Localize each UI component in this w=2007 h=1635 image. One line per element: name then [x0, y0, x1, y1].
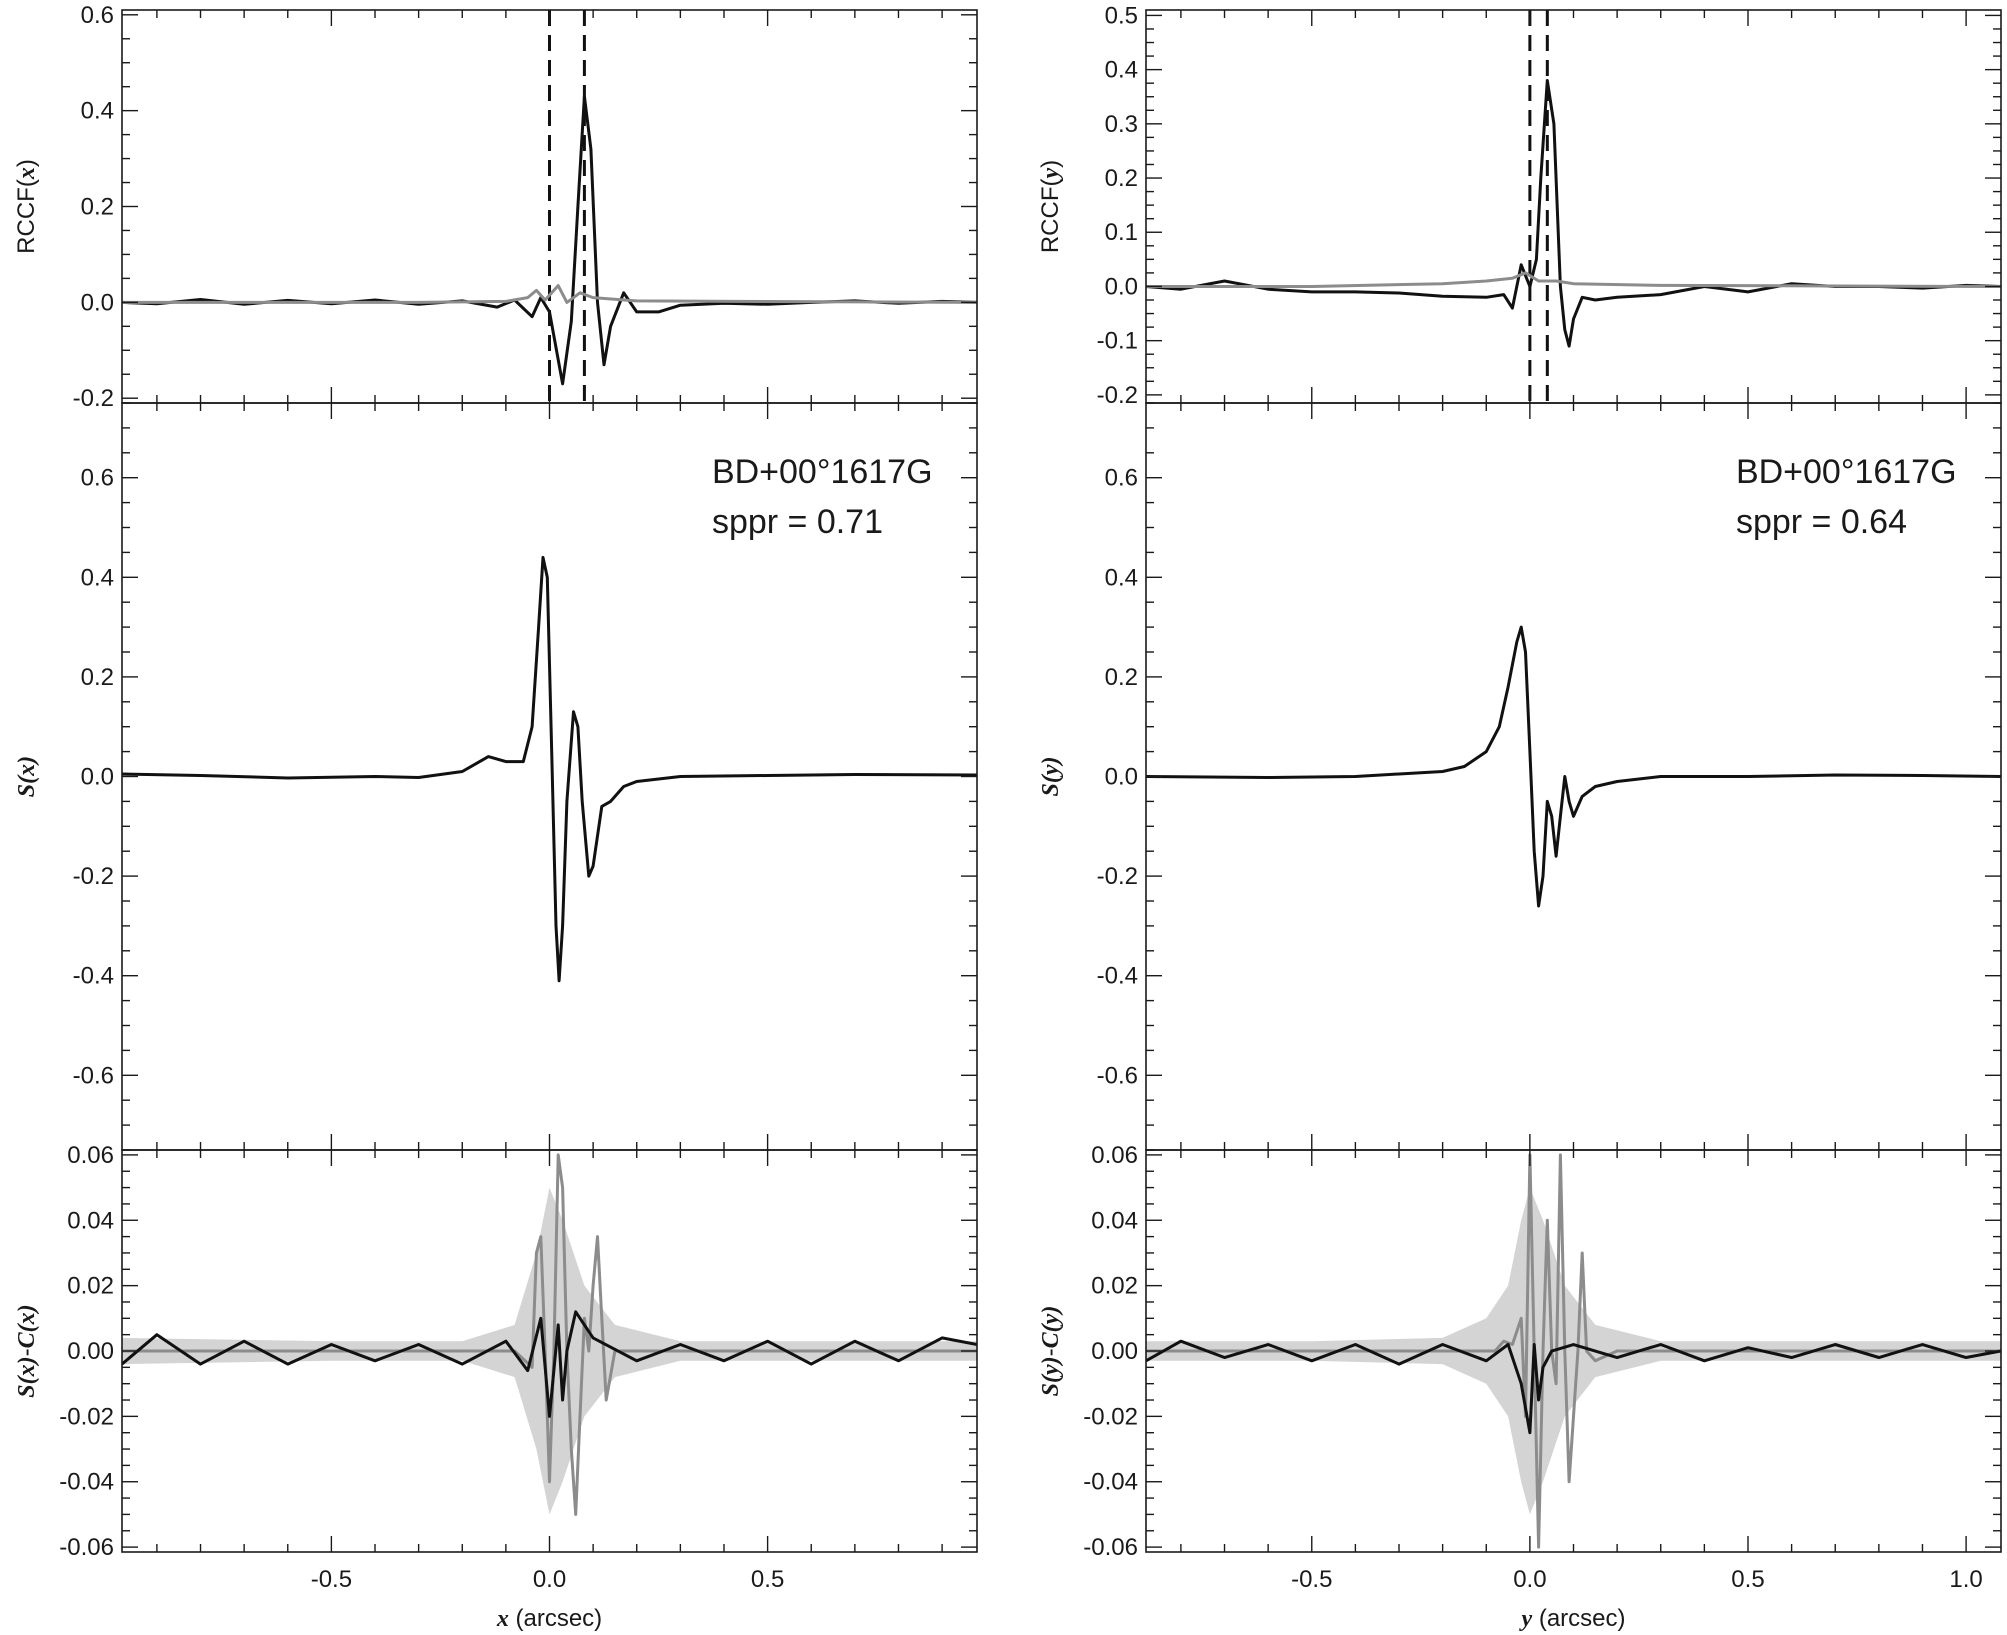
y-axis-label: S(y) [1038, 756, 1064, 796]
y-tick-label: 0.0 [1105, 273, 1138, 300]
x-axis-label: x (arcsec) [496, 1605, 602, 1632]
y-tick-label: 0.00 [1091, 1338, 1138, 1365]
series-line-1 [122, 1310, 977, 1418]
y-tick-label: 0.0 [1105, 764, 1138, 791]
series-line-0 [1146, 1153, 2001, 1549]
plot-frame [1145, 9, 2002, 404]
plot-area [1146, 1153, 2001, 1549]
y-tick-label: 0.6 [1105, 465, 1138, 492]
panel-right-mid: -0.6 -0.4 -0.2 0.0 0.2 0.4 0.6 S(y) BD+00°1617G s… [1038, 402, 2002, 1151]
panel-left-bot: -0.06 -0.04 -0.02 0.00 0.02 0.04 0.06 -0.5 0.0 0.… [13, 1142, 978, 1632]
plot-area [1146, 10, 2001, 403]
plot-area [1146, 625, 2001, 908]
plot-area [122, 1153, 977, 1516]
plot-area [122, 10, 977, 403]
y-tick-label: -0.2 [73, 863, 114, 890]
y-tick-label: 0.02 [1091, 1273, 1138, 1300]
uncertainty-band [1146, 1187, 2001, 1515]
y-tick-label: -0.2 [1097, 382, 1138, 409]
y-tick-label: -0.06 [59, 1534, 114, 1561]
x-axis-label: y (arcsec) [1519, 1605, 1626, 1632]
y-tick-label: 0.2 [1105, 664, 1138, 691]
y-axis-label: S(x) [14, 756, 40, 797]
plot-area [122, 555, 977, 983]
y-tick-label: -0.4 [1097, 963, 1138, 990]
y-tick-label: 0.2 [1105, 165, 1138, 192]
y-tick-label: 0.4 [1105, 57, 1138, 84]
y-tick-label: -0.02 [59, 1403, 114, 1430]
y-tick-label: 0.00 [67, 1338, 114, 1365]
y-tick-label: -0.2 [1097, 863, 1138, 890]
series-line-0 [1146, 79, 2001, 348]
x-tick-label: 0.5 [751, 1566, 784, 1593]
annotation-star-name: BD+00°1617G [1736, 453, 1957, 491]
y-tick-label: 0.6 [81, 2, 114, 29]
y-axis-label: S(x)-C(x) [13, 1304, 40, 1397]
x-tick-label: 1.0 [1949, 1566, 1982, 1593]
y-tick-label: 0.0 [81, 764, 114, 791]
panel-left-mid: -0.6 -0.4 -0.2 0.0 0.2 0.4 0.6 S(x) BD+00°1617G s… [14, 402, 978, 1151]
y-tick-label: 0.5 [1105, 2, 1138, 29]
uncertainty-band [122, 1187, 977, 1515]
series-line-0 [1146, 625, 2001, 908]
y-tick-label: 0.4 [81, 98, 114, 125]
y-tick-label: 0.02 [67, 1273, 114, 1300]
annotation-sppr: sppr = 0.71 [712, 503, 883, 541]
x-tick-label: 0.0 [1513, 1566, 1546, 1593]
y-tick-label: 0.6 [81, 465, 114, 492]
x-tick-label: 0.5 [1731, 1566, 1764, 1593]
y-tick-label: -0.4 [73, 963, 114, 990]
y-tick-label: 0.04 [1091, 1207, 1138, 1234]
y-tick-label: 0.0 [81, 289, 114, 316]
annotation-sppr: sppr = 0.64 [1736, 503, 1907, 541]
series-line-1 [122, 284, 977, 304]
y-tick-label: -0.1 [1097, 328, 1138, 355]
y-tick-label: -0.6 [1097, 1062, 1138, 1089]
panel-right-bot: -0.06 -0.04 -0.02 0.00 0.02 0.04 0.06 -0.5 0.0 0.… [1037, 1142, 2002, 1632]
y-tick-label: 0.2 [81, 194, 114, 221]
x-tick-label: -0.5 [311, 1566, 352, 1593]
y-axis-label: RCCF(y) [1037, 160, 1064, 253]
y-tick-label: 0.06 [67, 1142, 114, 1169]
y-tick-label: -0.02 [1083, 1403, 1138, 1430]
y-tick-label: -0.04 [59, 1469, 114, 1496]
x-tick-label: -0.5 [1291, 1566, 1332, 1593]
y-tick-label: 0.4 [1105, 564, 1138, 591]
y-tick-label: -0.6 [73, 1062, 114, 1089]
y-tick-label: 0.04 [67, 1207, 114, 1234]
y-tick-label: 0.06 [1091, 1142, 1138, 1169]
y-tick-label: 0.4 [81, 564, 114, 591]
y-tick-label: -0.04 [1083, 1469, 1138, 1496]
annotation-star-name: BD+00°1617G [712, 453, 933, 491]
y-tick-label: -0.06 [1083, 1534, 1138, 1561]
series-line-1 [1146, 271, 2001, 288]
y-tick-label: 0.1 [1105, 219, 1138, 246]
panel-left-top: -0.2 0.0 0.2 0.4 0.6 RCCF(x) [13, 2, 978, 412]
x-tick-label: 0.0 [533, 1566, 566, 1593]
y-axis-label: S(y)-C(y) [1037, 1306, 1064, 1397]
series-line-1 [1146, 1339, 2001, 1435]
y-axis-label: RCCF(x) [13, 159, 40, 254]
series-line-0 [122, 555, 977, 983]
y-tick-label: 0.2 [81, 664, 114, 691]
y-tick-label: -0.2 [73, 385, 114, 412]
panel-right-top: -0.2 -0.1 0.0 0.1 0.2 0.3 0.4 0.5 RCCF(y) [1037, 2, 2002, 409]
y-tick-label: 0.3 [1105, 111, 1138, 138]
